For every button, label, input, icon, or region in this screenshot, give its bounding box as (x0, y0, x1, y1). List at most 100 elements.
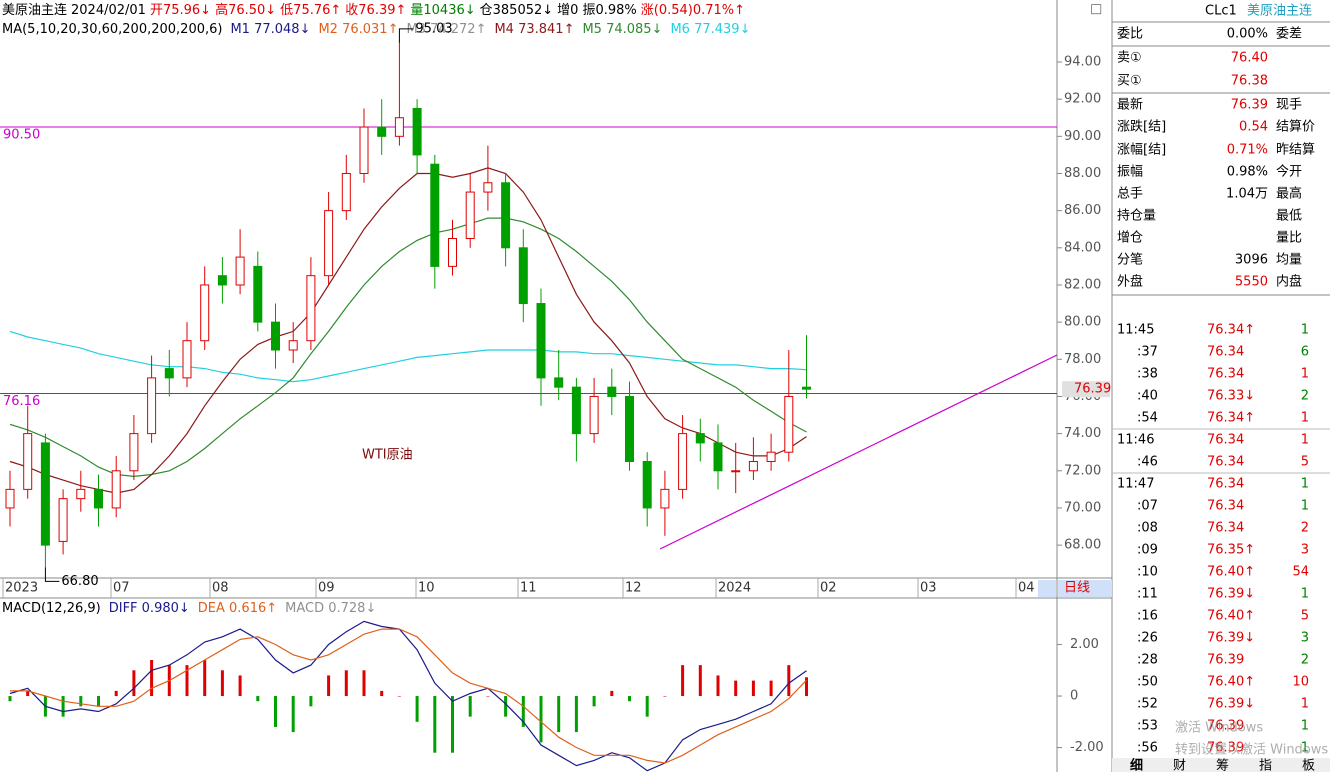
tick-volume: 5 (1301, 609, 1309, 624)
macd-legend-entry: MACD(12,26,9) (2, 601, 101, 616)
moving-average (9, 167, 807, 494)
quote-value: 0.71% (1227, 143, 1268, 158)
tick-volume: 1 (1301, 477, 1309, 492)
tick-price: 76.34 (1207, 477, 1244, 492)
watermark: 转到设置以激活 Windows (1175, 743, 1328, 758)
macd-bar (8, 696, 12, 702)
tab[interactable]: 筹 (1216, 758, 1229, 772)
time-label: 12 (625, 581, 642, 596)
macd-bar (220, 670, 224, 697)
candle-body (359, 126, 369, 174)
candle-body (164, 368, 174, 379)
quote-value: 76.38 (1231, 74, 1268, 89)
tab[interactable]: 板 (1302, 759, 1315, 772)
candle-body (695, 433, 705, 444)
header-segment: 高76.50↓ (215, 2, 276, 18)
quote-value: 3096 (1235, 253, 1268, 268)
tick-time: :07 (1137, 499, 1158, 514)
tick-volume: 1 (1301, 719, 1309, 734)
trend-line (659, 354, 1058, 550)
candle-body (58, 498, 68, 542)
time-label: 04 (1018, 581, 1035, 596)
quote-label: 委差 (1276, 27, 1302, 42)
tick-volume: 5 (1301, 455, 1309, 470)
tab[interactable]: 细 (1130, 758, 1143, 772)
macd-bar (79, 696, 83, 707)
annotation-leader (398, 28, 414, 43)
period-tab[interactable] (1058, 580, 1112, 597)
tick-price: 76.34↑ (1207, 323, 1255, 338)
quote-value: 0.00% (1227, 27, 1268, 42)
candle-body (554, 377, 564, 388)
macd-legend: MACD(12,26,9) DIFF 0.980↓ DEA 0.616↑ MACD 0… (2, 601, 376, 616)
macd-bar (327, 675, 331, 697)
macd-bar (663, 696, 667, 697)
annotation-leader (44, 567, 60, 582)
y-tick-label: -2.00 (1070, 740, 1104, 755)
tick-volume: 54 (1292, 565, 1309, 580)
time-label: 08 (212, 581, 229, 596)
time-label: 07 (113, 581, 130, 596)
ma-legend-entry: M2 76.031↑ (318, 22, 398, 37)
tick-price: 76.34 (1207, 521, 1244, 536)
tick-volume: 1 (1301, 411, 1309, 426)
tick-time: :09 (1137, 543, 1158, 558)
macd-bar (61, 696, 65, 717)
macd-bar (362, 670, 366, 697)
ma-legend-entry: M5 74.085↓ (582, 22, 662, 37)
quote-label: 现手 (1276, 98, 1302, 113)
tick-price: 76.34 (1207, 455, 1244, 470)
window-icon[interactable]: □ (1090, 2, 1102, 17)
macd-bar (132, 670, 136, 697)
y-tick-label: 2.00 (1070, 637, 1099, 652)
header-segment: 收76.39↑ (345, 3, 406, 18)
macd-bar (574, 696, 578, 733)
macd-bar (769, 680, 773, 697)
macd-bar (681, 665, 685, 697)
candle-body (536, 303, 546, 379)
tab[interactable]: 指 (1259, 759, 1272, 772)
quote-value: 1.04万 (1226, 187, 1268, 202)
candle-body (660, 488, 670, 509)
candle-body (802, 386, 811, 390)
period-tab[interactable] (1038, 580, 1056, 597)
macd-bar (698, 665, 702, 697)
quote-label: 委比 (1117, 27, 1143, 42)
y-tick-label: 82.00 (1064, 277, 1101, 292)
quote-name: 美原油主连 (1247, 3, 1312, 19)
candle-body (412, 107, 422, 156)
tick-volume: 1 (1301, 587, 1309, 602)
tick-volume: 3 (1301, 631, 1309, 646)
tick-time: :52 (1137, 697, 1158, 712)
macd-bar (291, 696, 295, 733)
quote-label: 卖① (1117, 51, 1142, 66)
macd-bar (486, 696, 490, 697)
tick-time: :08 (1137, 521, 1158, 536)
macd-bar (150, 659, 154, 697)
macd-bar (592, 696, 596, 707)
header-segment: 开75.96↓ (150, 3, 211, 18)
tick-price: 76.34 (1207, 367, 1244, 382)
candle-body (288, 340, 298, 351)
macd-line (10, 628, 807, 764)
candle-body (465, 191, 475, 240)
tick-time: 11:47 (1117, 477, 1154, 492)
macd-bar (380, 690, 384, 697)
quote-label: 增仓 (1117, 231, 1143, 246)
quote-label: 持仓量 (1117, 209, 1156, 224)
macd-bar (344, 670, 348, 697)
tick-time: :16 (1137, 609, 1158, 624)
annotation-label: 95.03 (415, 21, 452, 36)
candle-body (731, 470, 741, 473)
header-segment: 涨(0.54)0.71%↑ (641, 3, 745, 18)
candle-body (40, 442, 50, 546)
candle-body (394, 117, 404, 137)
macd-bar (628, 696, 631, 702)
quote-code: CLc1 (1205, 4, 1237, 19)
quote-label: 买① (1117, 74, 1142, 89)
tab[interactable]: 财 (1173, 759, 1186, 772)
quote-label: 最高 (1276, 186, 1302, 202)
candle-body (518, 247, 528, 305)
quote-label: 总手 (1117, 187, 1143, 202)
